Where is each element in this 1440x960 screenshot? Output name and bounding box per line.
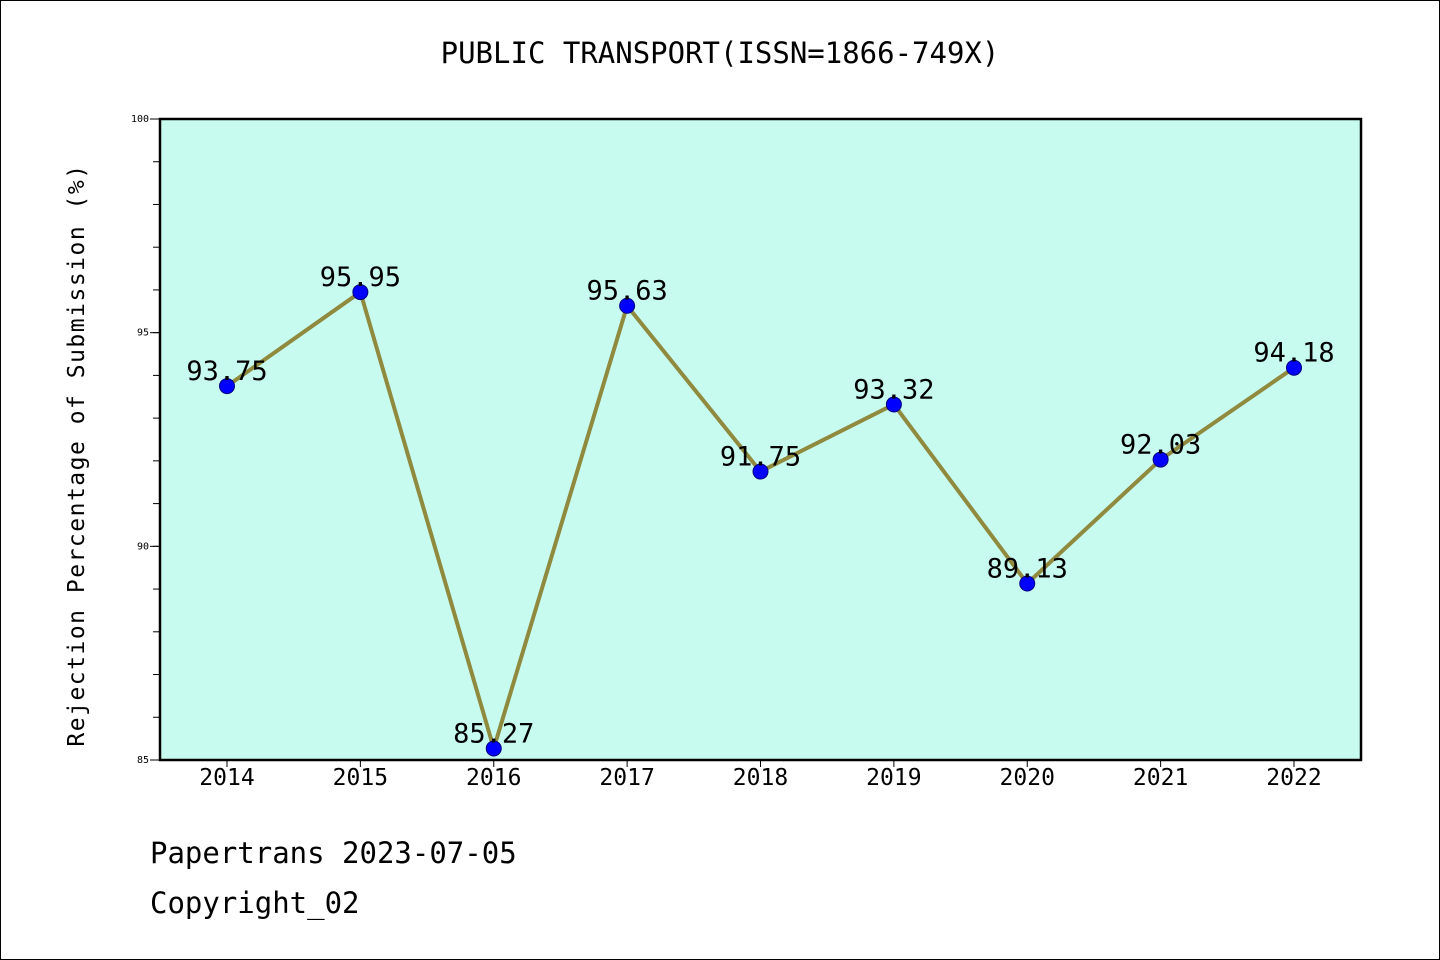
- chart-title: PUBLIC TRANSPORT(ISSN=1866-749X): [440, 36, 1000, 70]
- data-label: 85.27: [453, 718, 534, 749]
- plot-area: [160, 119, 1361, 760]
- data-label: 95.63: [586, 276, 667, 307]
- data-label: 95.95: [320, 262, 401, 293]
- data-point: [485, 740, 502, 757]
- plot-border: [158, 117, 1363, 762]
- data-point: [885, 396, 902, 413]
- y-tick-label: 100: [131, 114, 149, 125]
- x-tick-label: 2019: [866, 765, 921, 791]
- x-ticks: 2014 2015 2016 2017 2018 2019 2020 2021 2022: [199, 760, 1322, 791]
- data-point: [619, 297, 636, 314]
- data-point: [1286, 359, 1302, 376]
- data-label: 93.75: [186, 356, 267, 387]
- data-label: 89.13: [987, 554, 1068, 585]
- x-tick-label: 2020: [1000, 765, 1055, 791]
- x-tick-label: 2022: [1266, 765, 1321, 791]
- y-tick-label: 95: [137, 328, 149, 339]
- data-point: [352, 284, 369, 301]
- data-label: 92.03: [1120, 430, 1201, 461]
- y-tick-label: 85: [137, 755, 149, 766]
- data-point: [1019, 575, 1036, 592]
- x-tick-label: 2015: [333, 765, 388, 791]
- data-point: [752, 463, 769, 480]
- data-markers: [219, 284, 1302, 757]
- data-label: 91.75: [720, 442, 801, 473]
- x-tick-label: 2014: [199, 765, 254, 791]
- y-major-ticks: 85 90 95 100: [131, 114, 160, 766]
- data-label: 93.32: [853, 374, 934, 405]
- footer-date-text: Papertrans 2023-07-05: [150, 836, 517, 870]
- data-labels: 93.75 95.95 85.27 95.63 91.75 93.32 89.13 92.03…: [186, 262, 1334, 749]
- footer-copyright-text: Copyright_02: [150, 886, 360, 920]
- x-tick-label: 2018: [733, 765, 788, 791]
- data-label: 94.18: [1253, 338, 1334, 369]
- x-tick-label: 2021: [1133, 765, 1188, 791]
- data-point: [1152, 451, 1169, 468]
- x-tick-label: 2016: [466, 765, 521, 791]
- x-tick-label: 2017: [599, 765, 654, 791]
- y-tick-label: 90: [137, 541, 149, 552]
- data-point: [219, 378, 235, 395]
